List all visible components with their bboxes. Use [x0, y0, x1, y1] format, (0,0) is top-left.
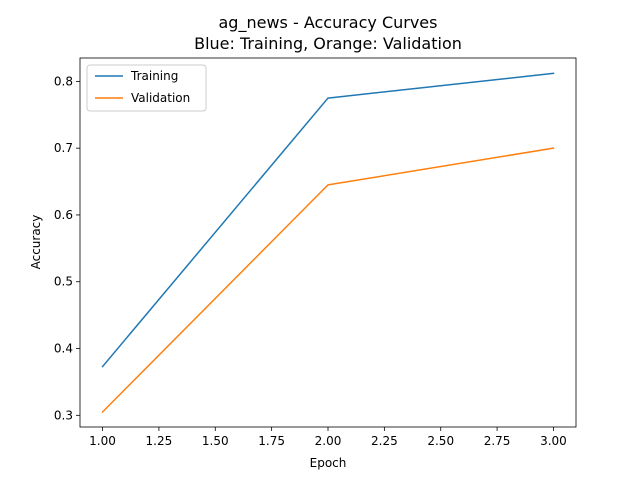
- x-tick-label: 1.25: [146, 434, 173, 448]
- x-axis: 1.00 1.25 1.50 1.75 2.00 2.25 2.50 2.75 3.00: [89, 427, 567, 448]
- x-tick-label: 1.00: [89, 434, 116, 448]
- y-tick-label: 0.8: [54, 74, 73, 88]
- plot-frame: [79, 57, 577, 428]
- series-line-training: [101, 72, 555, 368]
- y-tick-label: 0.4: [54, 342, 73, 356]
- x-tick-label: 3.00: [540, 434, 567, 448]
- x-tick-label: 2.75: [484, 434, 511, 448]
- chart-title: ag_news - Accuracy Curves: [219, 13, 438, 33]
- legend-label-training: Training: [130, 69, 178, 83]
- series-layer: [101, 72, 555, 414]
- x-tick-label: 2.00: [315, 434, 342, 448]
- legend: Training Validation: [86, 64, 207, 112]
- series-line-validation: [101, 147, 555, 414]
- legend-label-validation: Validation: [131, 91, 190, 105]
- x-tick-label: 2.25: [371, 434, 398, 448]
- y-axis-label: Accuracy: [29, 215, 43, 270]
- x-tick-label: 2.50: [427, 434, 454, 448]
- y-tick-label: 0.6: [54, 208, 73, 222]
- y-tick-label: 0.3: [54, 408, 73, 422]
- x-axis-label: Epoch: [310, 456, 347, 470]
- chart-subtitle: Blue: Training, Orange: Validation: [194, 34, 462, 53]
- x-tick-label: 1.50: [202, 434, 229, 448]
- y-tick-label: 0.7: [54, 141, 73, 155]
- x-tick-label: 1.75: [258, 434, 285, 448]
- y-axis: 0.3 0.4 0.5 0.6 0.7 0.8: [54, 74, 80, 422]
- y-tick-label: 0.5: [54, 275, 73, 289]
- plot-area: 1.00 1.25 1.50 1.75 2.00 2.25 2.50 2.75 3.00 0.3…: [54, 57, 577, 448]
- legend-entries: Training Validation: [95, 69, 190, 105]
